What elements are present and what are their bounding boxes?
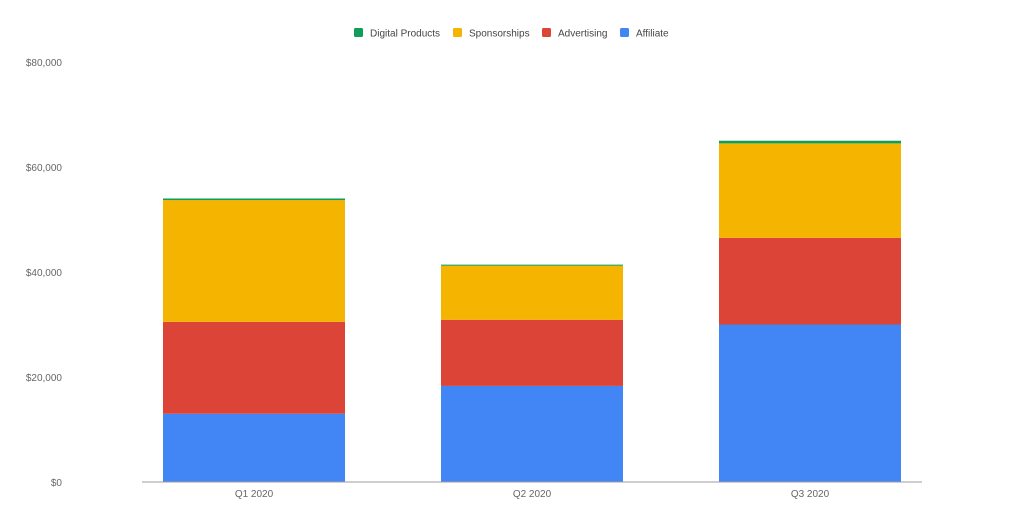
- legend-item-affiliate[interactable]: Affiliate: [620, 28, 669, 40]
- bar-segment-sponsorships[interactable]: [441, 265, 623, 320]
- y-tick-label: $0: [51, 478, 63, 489]
- bar-segment-sponsorships[interactable]: [719, 143, 901, 238]
- bar-stack-q2-2020: [441, 264, 623, 482]
- legend: Digital Products Sponsorships Advertising A…: [354, 28, 669, 40]
- bars: [163, 140, 901, 483]
- bar-stack-q1-2020: [163, 198, 345, 482]
- legend-label: Digital Products: [370, 29, 440, 40]
- legend-label: Affiliate: [636, 29, 669, 40]
- legend-item-digital-products[interactable]: Digital Products: [354, 28, 440, 40]
- bar-segment-digital-products[interactable]: [163, 198, 345, 201]
- bar-segment-affiliate[interactable]: [719, 324, 901, 483]
- legend-label: Sponsorships: [469, 29, 530, 40]
- legend-item-advertising[interactable]: Advertising: [542, 28, 607, 40]
- y-tick-label: $20,000: [26, 373, 63, 384]
- bar-segment-digital-products[interactable]: [719, 140, 901, 144]
- legend-swatch: [453, 28, 462, 37]
- bar-segment-advertising[interactable]: [441, 319, 623, 386]
- legend-swatch: [542, 28, 551, 37]
- y-tick-label: $60,000: [26, 163, 63, 174]
- x-tick-label: Q3 2020: [791, 489, 830, 500]
- legend-item-sponsorships[interactable]: Sponsorships: [453, 28, 530, 40]
- x-tick-label: Q2 2020: [513, 489, 552, 500]
- legend-swatch: [620, 28, 629, 37]
- bar-stack-q3-2020: [719, 140, 901, 483]
- y-tick-label: $40,000: [26, 268, 63, 279]
- legend-label: Advertising: [558, 29, 607, 40]
- bar-segment-digital-products[interactable]: [441, 264, 623, 266]
- x-axis: Q1 2020 Q2 2020 Q3 2020: [142, 481, 922, 500]
- y-axis: $0 $20,000 $40,000 $60,000 $80,000: [26, 58, 63, 489]
- y-tick-label: $80,000: [26, 58, 63, 69]
- legend-swatch: [354, 28, 363, 37]
- bar-segment-advertising[interactable]: [719, 237, 901, 325]
- bar-segment-affiliate[interactable]: [441, 385, 623, 482]
- bar-segment-sponsorships[interactable]: [163, 200, 345, 322]
- x-tick-label: Q1 2020: [235, 489, 274, 500]
- bar-segment-advertising[interactable]: [163, 321, 345, 414]
- bar-segment-affiliate[interactable]: [163, 413, 345, 482]
